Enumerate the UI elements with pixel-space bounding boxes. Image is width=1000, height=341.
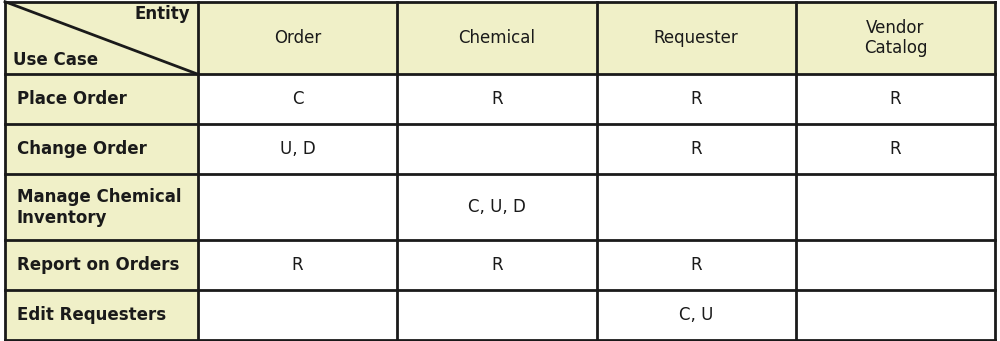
Bar (5, 174, 198, 240)
Text: Place Order: Place Order (17, 90, 127, 108)
Text: Use Case: Use Case (13, 51, 98, 69)
Bar (5, 240, 198, 290)
Bar (198, 174, 397, 240)
Bar (198, 240, 397, 290)
Text: C, U: C, U (679, 306, 713, 324)
Text: R: R (491, 256, 503, 275)
Bar (796, 240, 995, 290)
Text: R: R (292, 256, 303, 275)
Bar (5, 290, 198, 340)
Bar (198, 74, 397, 124)
Text: Chemical: Chemical (458, 29, 535, 47)
Bar (597, 174, 796, 240)
Text: R: R (690, 90, 702, 108)
Bar (796, 2, 995, 74)
Bar (597, 240, 796, 290)
Text: Manage Chemical
Inventory: Manage Chemical Inventory (17, 188, 182, 227)
Bar (796, 174, 995, 240)
Text: R: R (491, 90, 503, 108)
Text: R: R (690, 256, 702, 275)
Bar (597, 290, 796, 340)
Bar (5, 2, 198, 74)
Bar (597, 124, 796, 174)
Bar (796, 290, 995, 340)
Bar (397, 2, 597, 74)
Bar (796, 124, 995, 174)
Text: Report on Orders: Report on Orders (17, 256, 179, 275)
Bar (198, 290, 397, 340)
Bar (796, 74, 995, 124)
Text: C, U, D: C, U, D (468, 198, 526, 216)
Bar (198, 2, 397, 74)
Text: Entity: Entity (134, 5, 190, 23)
Bar (397, 240, 597, 290)
Bar (5, 74, 198, 124)
Bar (397, 174, 597, 240)
Bar (198, 124, 397, 174)
Bar (5, 124, 198, 174)
Text: Requester: Requester (654, 29, 739, 47)
Text: Vendor
Catalog: Vendor Catalog (864, 19, 927, 57)
Text: R: R (890, 90, 901, 108)
Text: R: R (690, 140, 702, 158)
Text: Order: Order (274, 29, 321, 47)
Bar (397, 290, 597, 340)
Bar (597, 74, 796, 124)
Bar (597, 2, 796, 74)
Text: Edit Requesters: Edit Requesters (17, 306, 166, 324)
Text: U, D: U, D (280, 140, 316, 158)
Bar (397, 124, 597, 174)
Text: Change Order: Change Order (17, 140, 147, 158)
Text: R: R (890, 140, 901, 158)
Bar (397, 74, 597, 124)
Text: C: C (292, 90, 303, 108)
